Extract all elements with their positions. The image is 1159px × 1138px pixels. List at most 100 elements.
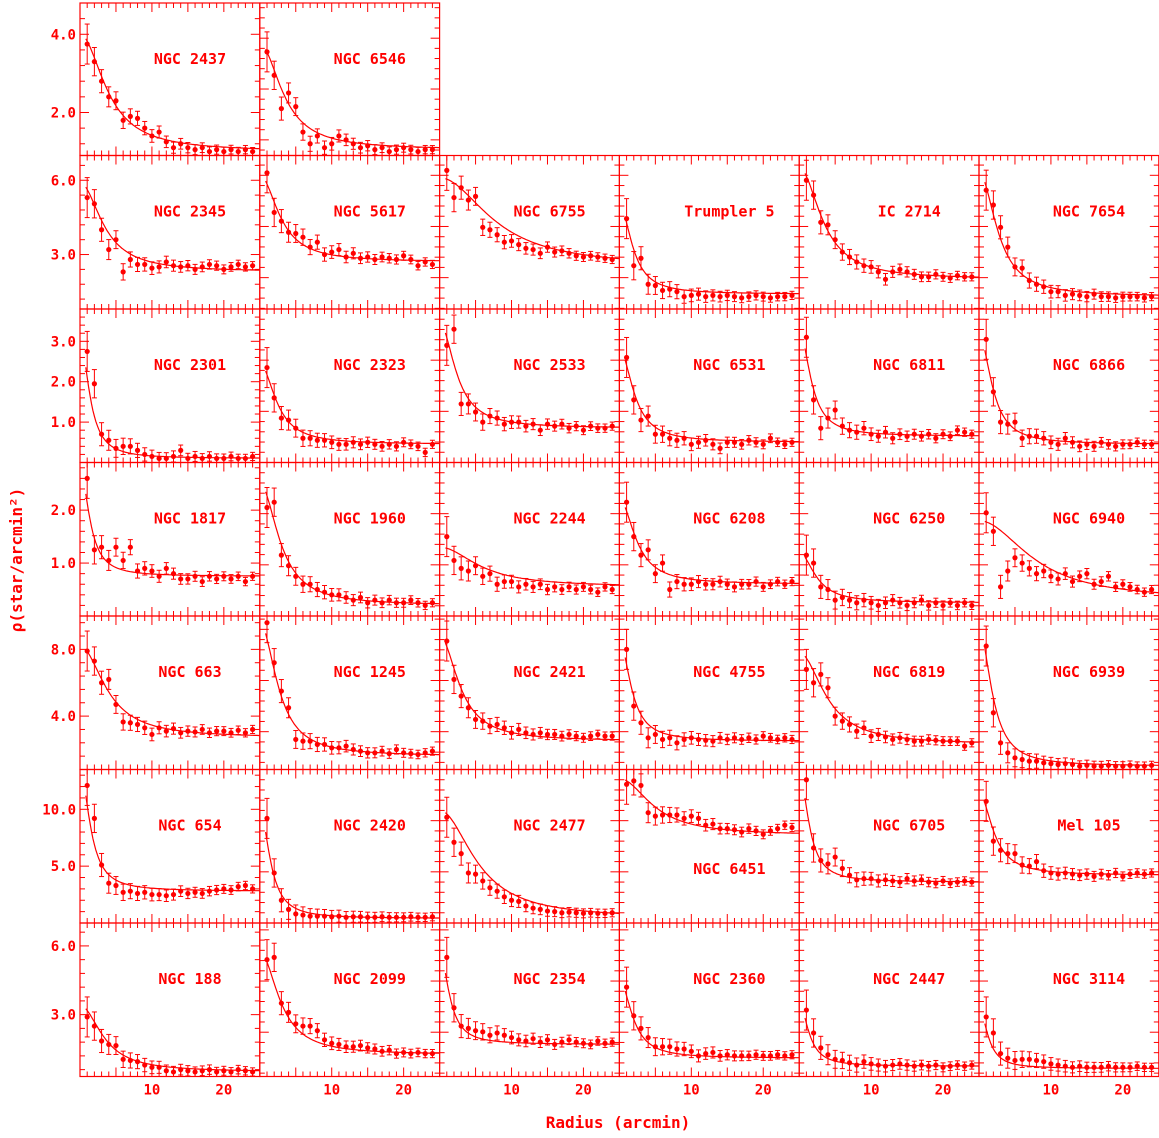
data-point [818, 671, 824, 677]
data-point [868, 264, 874, 270]
fit-curve [85, 186, 260, 271]
data-point [1084, 441, 1090, 447]
data-point [875, 602, 881, 609]
data-point [415, 263, 421, 269]
data-point [264, 170, 270, 176]
data-point [307, 581, 313, 587]
data-point [350, 597, 356, 603]
data-point [1084, 571, 1090, 577]
data-point [1005, 568, 1011, 574]
data-point [250, 573, 256, 579]
data-point [588, 423, 594, 429]
data-point [285, 906, 292, 912]
data-point [1041, 568, 1047, 574]
data-point [566, 250, 572, 256]
panel-frame [798, 615, 980, 771]
data-point [717, 578, 723, 585]
data-point [1041, 435, 1047, 441]
data-point [667, 435, 673, 441]
data-point [178, 264, 184, 270]
fit-curve [445, 547, 620, 586]
panel-ngc-2437: 2.0 4.0 NGC 2437 [51, 2, 261, 157]
data-point [314, 741, 320, 748]
data-point [185, 728, 191, 734]
data-point [271, 72, 277, 78]
data-point [854, 429, 860, 435]
data-point [703, 294, 709, 300]
data-point [278, 105, 284, 112]
data-point [329, 745, 335, 751]
data-point [890, 269, 896, 275]
data-point [444, 638, 450, 644]
data-point [969, 431, 975, 437]
data-point [487, 413, 493, 419]
data-point [1091, 581, 1097, 587]
cluster-label: NGC 6940 [1053, 510, 1125, 528]
data-point [947, 738, 953, 744]
data-point [638, 552, 644, 558]
y-tick-label: 4.0 [51, 709, 76, 725]
data-point [336, 133, 342, 139]
data-point [1105, 294, 1112, 300]
panel-ngc-6866: NGC 6866 [978, 308, 1159, 464]
data-point [415, 443, 421, 449]
data-point [264, 49, 270, 55]
data-point [595, 731, 601, 738]
data-point [710, 441, 716, 447]
data-point [221, 266, 227, 272]
data-point [566, 584, 572, 590]
data-point [1033, 571, 1040, 577]
data-point [293, 573, 299, 579]
data-point [1069, 439, 1076, 445]
data-point [767, 735, 774, 741]
data-point [638, 720, 644, 726]
data-point [868, 733, 874, 739]
data-point [307, 435, 313, 441]
data-point [235, 148, 241, 155]
panel-ngc-2244: NGC 2244 [439, 461, 621, 617]
data-point [415, 751, 421, 758]
y-tick-label: 4.0 [51, 27, 76, 43]
data-point [221, 728, 227, 734]
data-point [703, 437, 709, 443]
data-point [904, 433, 910, 439]
data-point [228, 730, 234, 736]
fit-curve [804, 556, 979, 603]
data-point [91, 815, 97, 821]
data-point [825, 586, 831, 593]
panel-frame [798, 154, 980, 310]
data-point [1077, 763, 1083, 769]
y-tick-label: 10.0 [42, 802, 76, 818]
data-point [386, 597, 392, 603]
data-point [1113, 584, 1119, 590]
data-point [501, 239, 507, 245]
data-point [235, 573, 241, 579]
panel-ngc-1817: 1.0 2.0 NGC 1817 [51, 461, 261, 617]
data-point [365, 600, 371, 606]
data-point [1098, 763, 1104, 769]
data-point [199, 890, 205, 897]
data-point [638, 417, 644, 423]
data-point [990, 202, 996, 208]
data-point [170, 145, 177, 151]
cluster-label: NGC 2533 [513, 356, 585, 374]
panel-frame [798, 461, 980, 617]
panel-ngc-2533: NGC 2533 [439, 308, 621, 464]
data-point [1141, 589, 1148, 595]
data-point [868, 600, 874, 606]
data-point [365, 439, 371, 445]
data-point [242, 147, 249, 153]
data-point [652, 571, 658, 577]
cluster-label: NGC 5617 [334, 203, 406, 221]
panel-ngc-663: 4.0 8.0 NGC 663 [51, 615, 261, 771]
data-point [544, 731, 551, 738]
data-point [1091, 443, 1097, 449]
data-point [379, 748, 385, 754]
data-point [501, 578, 507, 585]
data-point [954, 272, 961, 279]
data-point [163, 893, 169, 899]
data-point [314, 913, 320, 919]
data-point [544, 244, 551, 250]
data-point [487, 723, 493, 729]
data-point [142, 261, 148, 268]
